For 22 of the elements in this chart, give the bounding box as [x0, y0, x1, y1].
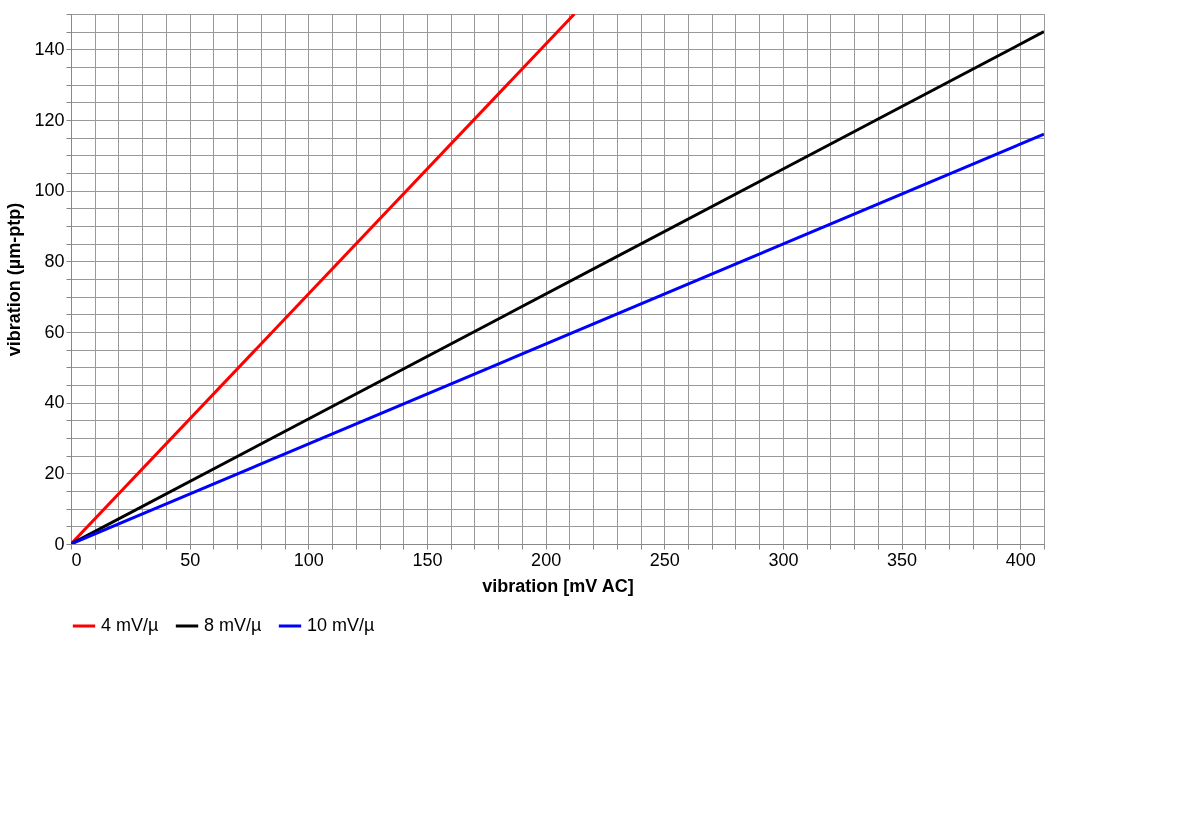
y-tick-label: 120 [34, 109, 65, 130]
x-tick-label: 300 [768, 549, 799, 570]
y-tick-label: 40 [44, 392, 65, 413]
y-tick-label: 20 [44, 462, 65, 483]
x-tick-label: 150 [412, 549, 443, 570]
y-tick-label: 140 [34, 38, 65, 59]
x-tick-label: 0 [71, 549, 82, 570]
y-tick-label: 80 [44, 250, 65, 271]
x-axis-title: vibration [mV AC] [482, 575, 634, 596]
y-axis-title: vibration (µm-ptp) [4, 202, 25, 357]
y-tick-label: 0 [54, 533, 65, 554]
x-tick-label: 200 [531, 549, 562, 570]
x-tick-label: 250 [649, 549, 680, 570]
x-tick-label: 50 [180, 549, 201, 570]
legend-label: 8 mV/µ [204, 615, 262, 635]
y-tick-label: 100 [34, 180, 65, 201]
y-tick-label: 60 [44, 321, 65, 342]
legend-label: 10 mV/µ [307, 615, 375, 635]
x-tick-label: 400 [1005, 549, 1036, 570]
legend-label: 4 mV/µ [101, 615, 159, 635]
x-tick-label: 100 [293, 549, 324, 570]
x-tick-label: 350 [887, 549, 918, 570]
